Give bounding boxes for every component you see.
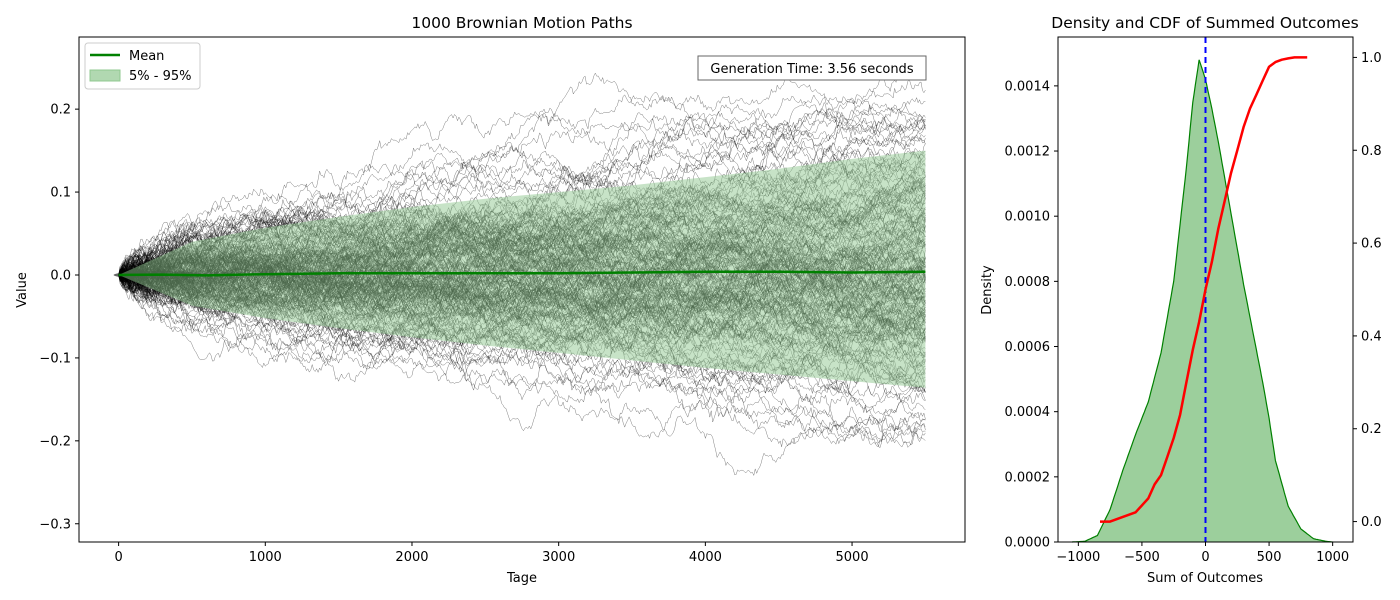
brownian-path (118, 266, 926, 449)
right-y-axis-label: Density (980, 265, 995, 315)
legend-band-swatch (89, 69, 121, 82)
mean-line (118, 270, 926, 277)
generation-time-annotation: Generation Time: 3.56 seconds (697, 55, 927, 81)
left-x-axis-label: Tage (506, 571, 537, 586)
y-tick-label: 0.0004 (1005, 405, 1051, 420)
x-tick-label: 2000 (395, 550, 428, 565)
left-plot-frame (78, 36, 966, 543)
brownian-path (118, 95, 926, 276)
y-tick-label: 0.0000 (1005, 536, 1051, 551)
y-tick-label: 0.0002 (1005, 470, 1051, 485)
left-y-axis-label: Value (15, 272, 30, 308)
density-cdf-chart: Density and CDF of Summed Outcomes −1000… (980, 14, 1382, 586)
y2-tick-label: 0.8 (1361, 144, 1382, 159)
y-tick-label: 0.0014 (1005, 79, 1051, 94)
x-tick-label: 0 (114, 550, 122, 565)
legend: Mean 5% - 95% (84, 42, 201, 90)
percentile-band (118, 150, 926, 388)
y2-tick-label: 1.0 (1361, 51, 1382, 66)
y-tick-label: −0.2 (39, 434, 71, 449)
left-y-ticks: −0.3 −0.2 −0.1 0.0 0.1 0.2 (39, 103, 79, 532)
right-y-ticks: 0.0000 0.0002 0.0004 0.0006 0.0008 0.0010 0.00… (1005, 79, 1058, 551)
x-tick-label: 1000 (249, 550, 282, 565)
right-x-ticks: −1000 −500 0 500 1000 (1056, 542, 1349, 565)
y-tick-label: 0.1 (50, 186, 71, 201)
brownian-path (118, 76, 926, 282)
annotation-text: Generation Time: 3.56 seconds (710, 62, 913, 77)
legend-mean-label: Mean (129, 49, 164, 64)
y-tick-label: 0.0006 (1005, 340, 1051, 355)
right-chart-title: Density and CDF of Summed Outcomes (1051, 14, 1358, 32)
brownian-path (118, 72, 926, 291)
right-secondary-y-ticks: 0.0 0.2 0.4 0.6 0.8 1.0 (1353, 51, 1382, 530)
y2-tick-label: 0.4 (1361, 329, 1382, 344)
y-tick-label: 0.0008 (1005, 275, 1051, 290)
y-tick-label: 0.2 (50, 103, 71, 118)
legend-band-label: 5% - 95% (129, 69, 191, 84)
x-tick-label: 3000 (542, 550, 575, 565)
annotation-box (697, 55, 927, 81)
y-tick-label: 0.0010 (1005, 210, 1051, 225)
x-tick-label: −500 (1124, 550, 1160, 565)
y2-tick-label: 0.6 (1361, 237, 1382, 252)
brownian-path (118, 137, 926, 283)
y-tick-label: −0.1 (39, 351, 71, 366)
y-tick-label: 0.0012 (1005, 145, 1051, 160)
y-tick-label: 0.0 (50, 268, 71, 283)
y2-tick-label: 0.0 (1361, 515, 1382, 530)
left-x-ticks: 0 1000 2000 3000 4000 5000 (114, 542, 869, 565)
y-tick-label: −0.3 (39, 517, 71, 532)
x-tick-label: −1000 (1056, 550, 1100, 565)
right-x-axis-label: Sum of Outcomes (1147, 571, 1263, 586)
x-tick-label: 4000 (689, 550, 722, 565)
left-chart-title: 1000 Brownian Motion Paths (411, 14, 632, 32)
x-tick-label: 1000 (1316, 550, 1349, 565)
x-tick-label: 5000 (836, 550, 869, 565)
mean-line-layer (118, 270, 926, 277)
y2-tick-label: 0.2 (1361, 422, 1382, 437)
cdf-line-layer (1100, 56, 1308, 523)
brownian-paths-chart: 1000 Brownian Motion Paths 0 1000 2000 3000… (15, 14, 966, 586)
x-tick-label: 500 (1257, 550, 1282, 565)
percentile-band-layer (118, 150, 926, 388)
x-tick-label: 0 (1201, 550, 1209, 565)
density-line (1071, 59, 1333, 543)
cdf-line (1100, 56, 1308, 523)
